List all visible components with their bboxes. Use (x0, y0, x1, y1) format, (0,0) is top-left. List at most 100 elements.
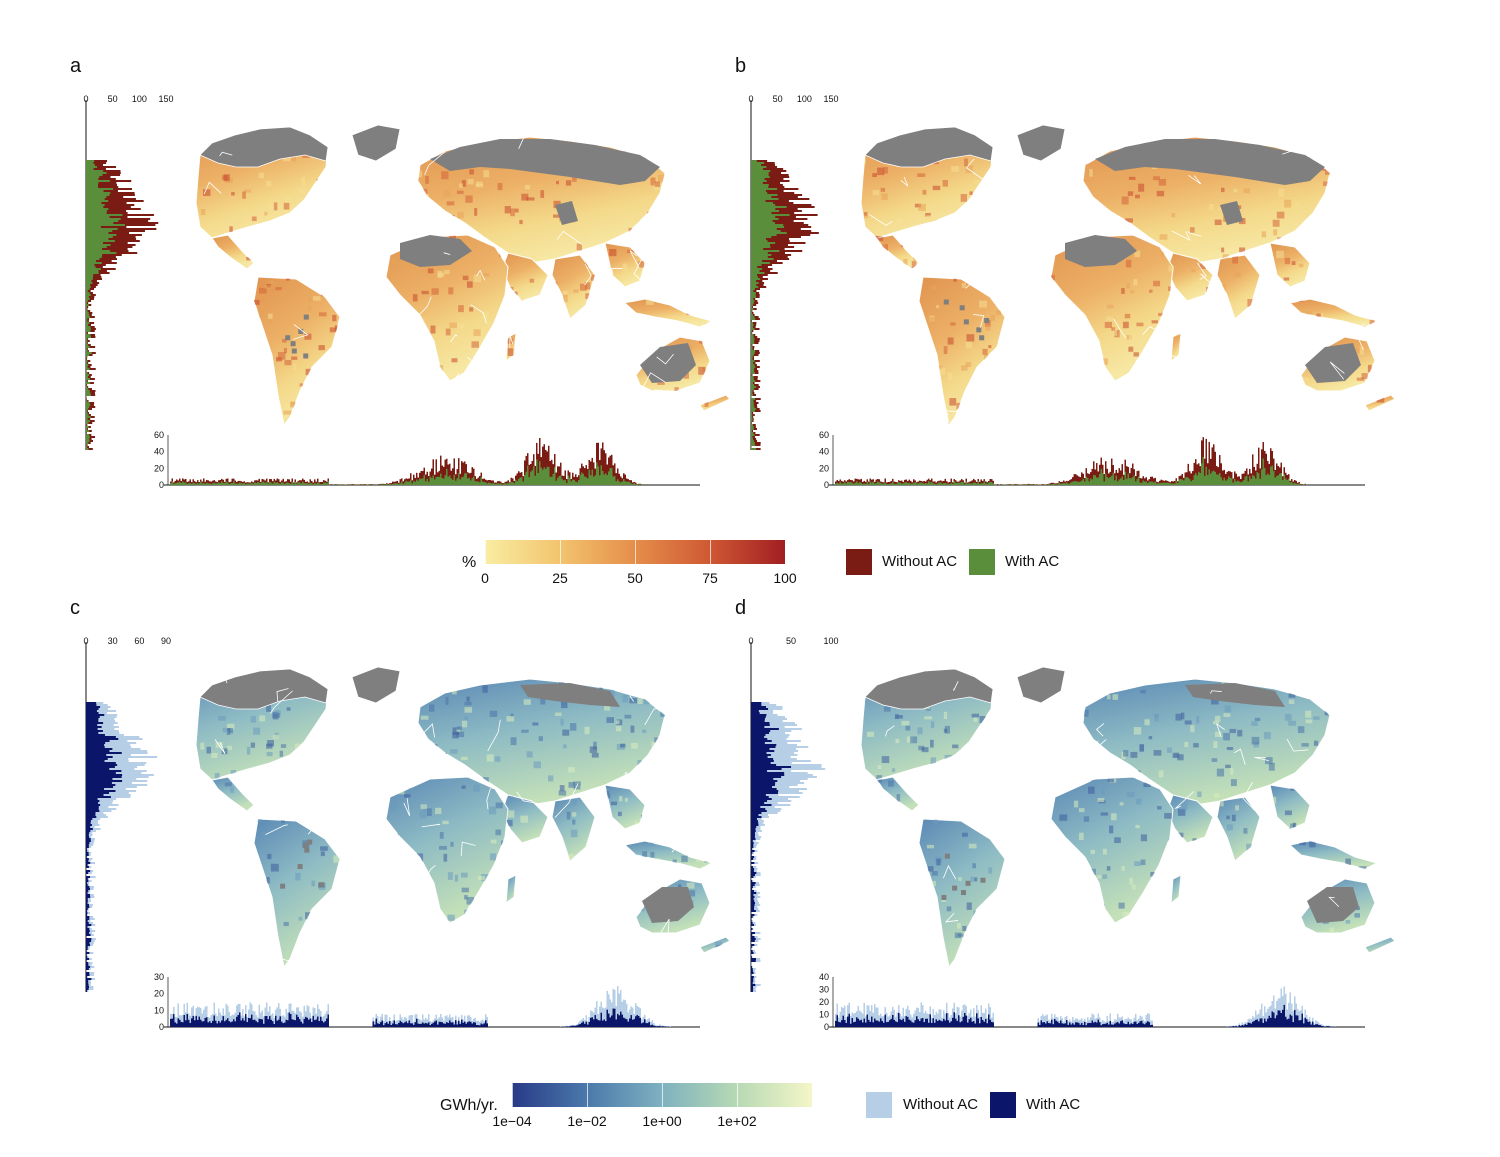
hist-bar-without-ac (86, 168, 106, 170)
hist-bar-without-ac (751, 384, 759, 386)
hist-bar-without-ac (492, 480, 494, 485)
hist-bar-without-ac (411, 480, 413, 485)
hist-tick-label: 100 (132, 94, 147, 104)
hist-bar-without-ac (263, 1016, 265, 1027)
hist-bar-without-ac (86, 762, 147, 764)
continent-madagascar (505, 332, 517, 363)
hist-bar-without-ac (869, 1010, 871, 1027)
hist-bar-with-ac (417, 1023, 419, 1027)
hist-bar-with-ac (200, 481, 202, 485)
hist-bar-without-ac (1249, 1018, 1251, 1027)
hist-bar-with-ac (751, 852, 753, 854)
hist-bar-with-ac (751, 230, 781, 232)
hist-bar-with-ac (850, 481, 852, 485)
hist-bar-without-ac (989, 1007, 991, 1027)
hist-bar-without-ac (751, 762, 792, 764)
hist-bar-with-ac (407, 1023, 409, 1027)
swatch-label-with-ac: With AC (1026, 1096, 1081, 1113)
hist-bar-without-ac (419, 1019, 421, 1027)
hist-bar-with-ac (1057, 484, 1059, 485)
hist-bar-with-ac (557, 477, 559, 485)
hist-bar-with-ac (908, 482, 910, 485)
hist-bar-without-ac (422, 471, 424, 485)
hist-bar-with-ac (546, 466, 548, 485)
hist-bar-with-ac (1292, 483, 1294, 485)
hist-bar-without-ac (86, 982, 92, 984)
hist-bar-with-ac (751, 208, 776, 210)
hist-bar-without-ac (1052, 482, 1054, 485)
hist-bar-with-ac (1079, 1024, 1081, 1027)
hist-bar-without-ac (86, 760, 129, 762)
hist-bar-with-ac (751, 978, 754, 980)
hist-bar-without-ac (599, 460, 601, 485)
hist-bar-without-ac (444, 1016, 446, 1027)
hist-bar-with-ac (449, 1020, 451, 1027)
latitude-histogram: 0 50 100 (748, 636, 839, 992)
hist-bar-with-ac (86, 832, 90, 834)
hist-bar-with-ac (197, 1019, 199, 1027)
hist-bar-with-ac (901, 483, 903, 485)
hist-bar-with-ac (1061, 483, 1063, 485)
hist-bar-with-ac (845, 1022, 847, 1027)
colorbar-tick-label: 50 (627, 570, 643, 586)
hist-bar-without-ac (751, 326, 756, 328)
hist-bar-with-ac (86, 314, 90, 316)
hist-bar-with-ac (308, 483, 310, 485)
hist-bar-with-ac (751, 306, 752, 308)
hist-bar-with-ac (465, 1023, 467, 1027)
hist-bar-without-ac (751, 374, 753, 376)
hist-bar-without-ac (1093, 461, 1095, 485)
no-data-region (1220, 201, 1243, 225)
hist-bar-with-ac (86, 958, 90, 960)
hist-bar-without-ac (863, 1002, 865, 1027)
hist-bar-with-ac (751, 794, 766, 796)
hist-bar-with-ac (657, 1026, 659, 1027)
swatch-label-with-ac: With AC (1005, 553, 1060, 570)
hist-bar-with-ac (751, 774, 785, 776)
hist-bar-with-ac (297, 1016, 299, 1027)
hist-bar-with-ac (751, 820, 758, 822)
hist-bar-with-ac (86, 424, 87, 426)
hist-bar-without-ac (1037, 1018, 1039, 1027)
hist-bar-without-ac (751, 342, 759, 344)
hist-bar-without-ac (751, 174, 789, 176)
hist-bar-with-ac (751, 234, 777, 236)
hist-bar-with-ac (86, 972, 90, 974)
hist-bar-with-ac (751, 250, 780, 252)
hist-bar-with-ac (1199, 472, 1201, 485)
hist-bar-with-ac (751, 182, 763, 184)
hist-bar-without-ac (629, 1009, 631, 1027)
hist-bar-with-ac (471, 477, 473, 485)
hist-bar-with-ac (321, 1020, 323, 1027)
hist-bar-with-ac (1294, 1010, 1296, 1027)
hist-bar-with-ac (751, 166, 767, 168)
hist-bar-without-ac (1150, 1020, 1152, 1027)
hist-bar-with-ac (86, 980, 89, 982)
hist-bar-without-ac (440, 1014, 442, 1027)
hist-bar-with-ac (372, 1021, 374, 1027)
hist-bar-with-ac (432, 475, 434, 485)
hist-bar-with-ac (1292, 1022, 1294, 1027)
hist-bar-with-ac (392, 483, 394, 485)
hist-bar-with-ac (1058, 1023, 1060, 1027)
hist-bar-with-ac (86, 932, 90, 934)
hist-bar-with-ac (234, 483, 236, 485)
hist-bar-with-ac (488, 482, 490, 485)
hist-bar-with-ac (191, 1018, 193, 1027)
hist-bar-without-ac (218, 1008, 220, 1027)
hist-bar-without-ac (751, 776, 817, 778)
hist-bar-with-ac (1237, 480, 1239, 485)
hist-bar-without-ac (86, 226, 127, 228)
hist-bar-with-ac (276, 482, 278, 485)
hist-bar-with-ac (206, 1017, 208, 1027)
hist-bar-with-ac (521, 477, 523, 485)
hist-bar-with-ac (653, 1025, 655, 1027)
colorbar-tick-mark (485, 540, 486, 564)
hist-bar-with-ac (86, 824, 92, 826)
hist-bar-without-ac (751, 204, 812, 206)
hist-bar-with-ac (86, 192, 111, 194)
hist-bar-with-ac (922, 1018, 924, 1027)
hist-bar-with-ac (437, 476, 439, 485)
hist-bar-without-ac (86, 366, 91, 368)
hist-bar-with-ac (1145, 1022, 1147, 1027)
